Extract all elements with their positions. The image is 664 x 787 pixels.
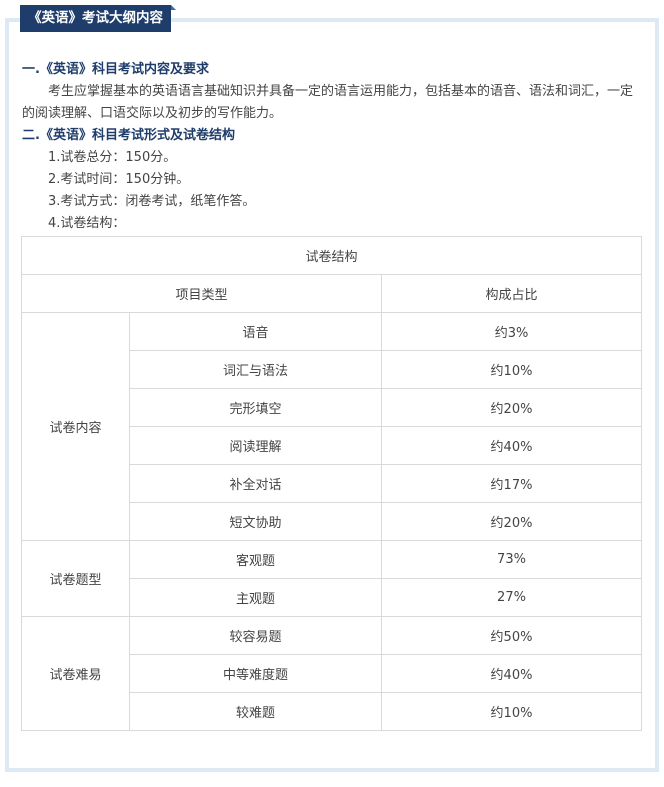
section1-heading: 一.《英语》科目考试内容及要求 bbox=[22, 62, 209, 77]
table-row: 阅读理解 约40% bbox=[22, 426, 642, 465]
table-row: 试卷题型 客观题 73% bbox=[21, 540, 642, 617]
group-label: 试卷内容 bbox=[21, 312, 130, 541]
header-item-type: 项目类型 bbox=[21, 274, 382, 313]
group-label: 试卷难易 bbox=[21, 616, 130, 731]
item-type-cell: 语音 bbox=[129, 312, 382, 351]
item-type-cell: 主观题 bbox=[129, 578, 382, 617]
item-type-cell: 阅读理解 bbox=[129, 426, 382, 465]
item-type-cell: 客观题 bbox=[129, 540, 382, 579]
table-header-row: 项目类型 构成占比 bbox=[21, 274, 642, 313]
item-type-cell: 较容易题 bbox=[129, 616, 382, 655]
table-row: 中等难度题 约40% bbox=[22, 654, 642, 693]
item-type-cell: 中等难度题 bbox=[129, 654, 382, 693]
ratio-cell: 约20% bbox=[381, 388, 642, 427]
ratio-cell: 约17% bbox=[381, 464, 642, 503]
list-item: 4.试卷结构： bbox=[48, 216, 126, 231]
ratio-cell: 约50% bbox=[381, 616, 642, 655]
group-label: 试卷题型 bbox=[21, 540, 130, 617]
item-type-cell: 完形填空 bbox=[129, 388, 382, 427]
table-row: 完形填空 约20% bbox=[22, 388, 642, 427]
list-item: 2.考试时间：150分钟。 bbox=[48, 172, 190, 187]
ratio-cell: 约3% bbox=[381, 312, 642, 351]
ratio-cell: 约40% bbox=[381, 654, 642, 693]
table-row: 短文协助 约20% bbox=[22, 502, 642, 541]
ratio-cell: 约10% bbox=[381, 692, 642, 731]
table-row: 主观题 27% bbox=[22, 578, 642, 617]
list-item: 1.试卷总分：150分。 bbox=[48, 150, 177, 165]
item-type-cell: 词汇与语法 bbox=[129, 350, 382, 389]
section1-paragraph: 考生应掌握基本的英语语言基础知识并具备一定的语言运用能力，包括基本的语音、语法和… bbox=[22, 84, 634, 121]
item-type-cell: 补全对话 bbox=[129, 464, 382, 503]
section-title-tab: 《英语》考试大纲内容 bbox=[20, 5, 176, 32]
ratio-cell: 约20% bbox=[381, 502, 642, 541]
table-caption: 试卷结构 bbox=[21, 236, 642, 275]
table-row: 较难题 约10% bbox=[22, 692, 642, 731]
table-row: 试卷难易 较容易题 约50% bbox=[21, 616, 642, 731]
exam-structure-table: 试卷结构 项目类型 构成占比 试卷内容 语音 约3% 词汇与语法 约10% 完形填空 约20… bbox=[21, 236, 642, 731]
article-body: 一.《英语》科目考试内容及要求 考生应掌握基本的英语语言基础知识并具备一定的语言… bbox=[22, 59, 642, 235]
list-item: 3.考试方式：闭卷考试，纸笔作答。 bbox=[48, 194, 256, 209]
item-type-cell: 短文协助 bbox=[129, 502, 382, 541]
table-row: 试卷内容 语音 约3% bbox=[21, 312, 642, 541]
ratio-cell: 约10% bbox=[381, 350, 642, 389]
ratio-cell: 73% bbox=[381, 540, 642, 579]
table-caption-row: 试卷结构 bbox=[21, 236, 642, 275]
header-ratio: 构成占比 bbox=[381, 274, 642, 313]
section2-heading: 二.《英语》科目考试形式及试卷结构 bbox=[22, 128, 235, 143]
ratio-cell: 27% bbox=[381, 578, 642, 617]
table-row: 补全对话 约17% bbox=[22, 464, 642, 503]
ratio-cell: 约40% bbox=[381, 426, 642, 465]
item-type-cell: 较难题 bbox=[129, 692, 382, 731]
